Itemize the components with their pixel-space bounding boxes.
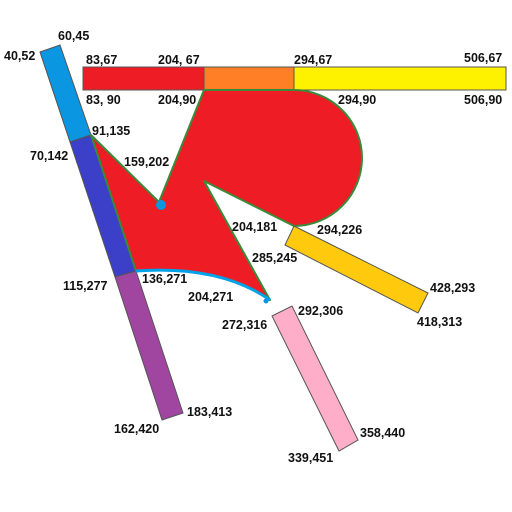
label-506-90: 506,90 (464, 93, 502, 107)
label-204-181: 204,181 (232, 220, 277, 234)
label-162-420: 162,420 (114, 422, 159, 436)
label-294-90: 294,90 (338, 93, 376, 107)
label-183-413: 183,413 (187, 405, 232, 419)
label-136-271: 136,271 (142, 272, 187, 286)
label-83-67: 83,67 (86, 53, 117, 67)
label-70-142: 70,142 (30, 149, 68, 163)
label-292-306: 292,306 (298, 304, 343, 318)
label-339-451: 339,451 (288, 451, 333, 465)
label-204-67: 204, 67 (158, 53, 200, 67)
label-83-90: 83, 90 (86, 93, 121, 107)
label-418-313: 418,313 (417, 315, 462, 329)
label-60-45: 60,45 (58, 29, 89, 43)
strip-segment-top (39, 44, 92, 143)
label-294-67: 294,67 (294, 53, 332, 67)
label-272-316: 272,316 (222, 318, 267, 332)
vertex-dot (156, 200, 166, 210)
gold-bar (284, 225, 429, 314)
label-506-67: 506,67 (464, 51, 502, 65)
label-40-52: 40,52 (4, 49, 35, 63)
pink-bar (271, 305, 359, 452)
top-bar-red (82, 66, 205, 91)
label-294-226: 294,226 (317, 223, 362, 237)
top-bar-yellow (293, 66, 507, 91)
label-204-90: 204,90 (158, 93, 196, 107)
label-428-293: 428,293 (430, 281, 475, 295)
top-bar-orange (203, 66, 295, 91)
label-115-277: 115,277 (63, 279, 108, 293)
blue-arc (135, 268, 271, 302)
label-204-271: 204,271 (188, 290, 233, 304)
strip-segment-bottom (114, 270, 184, 421)
label-91-135: 91,135 (92, 124, 130, 138)
label-358-440: 358,440 (360, 426, 405, 440)
label-159-202: 159,202 (124, 155, 169, 169)
label-285-245: 285,245 (252, 251, 297, 265)
arc-end-dot (263, 298, 269, 304)
